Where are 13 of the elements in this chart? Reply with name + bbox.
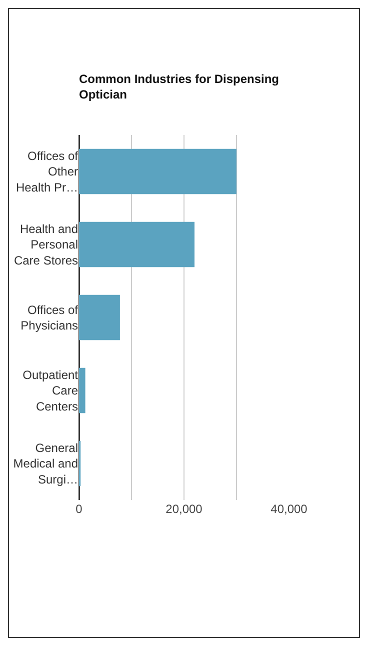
x-tick-label: 20,000 [166, 502, 203, 516]
chart-title: Common Industries for Dispensing Optician [79, 72, 280, 102]
bar [79, 368, 86, 414]
y-tick-label: Offices of Other Health Pr… [16, 149, 79, 194]
y-tick-label: Health and Personal Care Stores [14, 222, 78, 268]
x-tick-label: 40,000 [270, 502, 308, 516]
bar [79, 294, 120, 340]
y-tick-label: Offices of Physicians [20, 302, 79, 332]
x-tick-label: 0 [76, 502, 83, 516]
y-tick-label: General Medical and Surgi… [13, 441, 78, 486]
bar [79, 222, 194, 268]
bar [79, 148, 236, 194]
y-tick-label: Outpatient Care Centers [22, 368, 79, 414]
